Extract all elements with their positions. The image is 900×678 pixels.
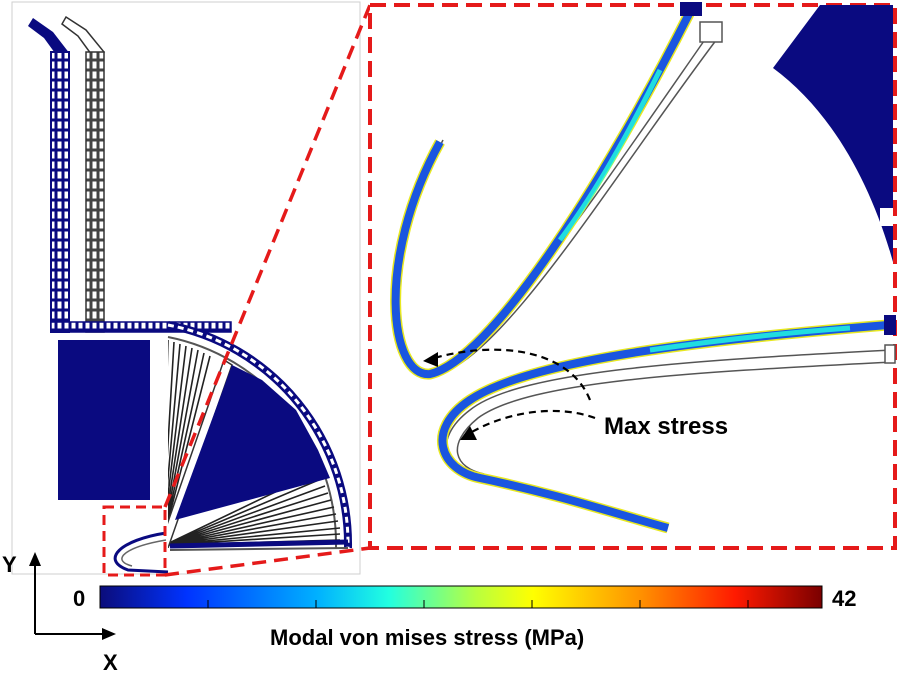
flexure-small-gray (121, 539, 167, 567)
colorbar: 0 42 Modal von mises stress (MPa) (73, 585, 856, 650)
stator-block (58, 340, 150, 500)
axes-indicator: Y X (2, 552, 118, 675)
colorbar-min: 0 (73, 586, 85, 611)
arrowhead-lower (460, 426, 477, 440)
flexure-small (113, 531, 169, 574)
zoom-box-small (102, 505, 167, 577)
beam-link (50, 321, 232, 333)
max-stress-arrow-upper (433, 348, 592, 401)
y-axis-label: Y (2, 552, 17, 577)
lower-anchor (884, 315, 896, 335)
y-arrowhead (29, 552, 41, 566)
zoom-connector-bottom (164, 546, 371, 577)
lower-flexure-undeformed-inner (456, 361, 894, 475)
bottom-rail (169, 539, 349, 549)
bottom-rail-gray (169, 547, 349, 551)
max-stress-label: Max stress (604, 413, 728, 440)
max-stress-arrow-lower (469, 409, 596, 434)
colorbar-gradient (99, 585, 823, 609)
upper-anchor-gray (699, 21, 723, 43)
outer-arc-dashes (167, 323, 350, 549)
upper-flexure-hotspot (557, 68, 663, 242)
colorbar-max: 42 (832, 586, 856, 611)
upper-anchor (680, 2, 702, 16)
arrowhead-upper (423, 352, 438, 367)
colorbar-label: Modal von mises stress (MPa) (270, 625, 584, 650)
lower-flexure-hotspot (649, 325, 851, 353)
x-arrowhead (102, 628, 116, 640)
lower-anchor-gray (884, 344, 896, 364)
undeformed-beam-gray (61, 15, 106, 333)
zoom-inset: Max stress (368, 2, 897, 550)
colorbar-ticks (207, 600, 749, 608)
zoom-connector-top (163, 4, 372, 508)
x-axis-label: X (103, 650, 118, 673)
overview-panel (11, 1, 361, 577)
rotor-notch (880, 208, 893, 226)
rotor-edge (773, 5, 893, 262)
deformed-beam-blue (28, 18, 70, 333)
